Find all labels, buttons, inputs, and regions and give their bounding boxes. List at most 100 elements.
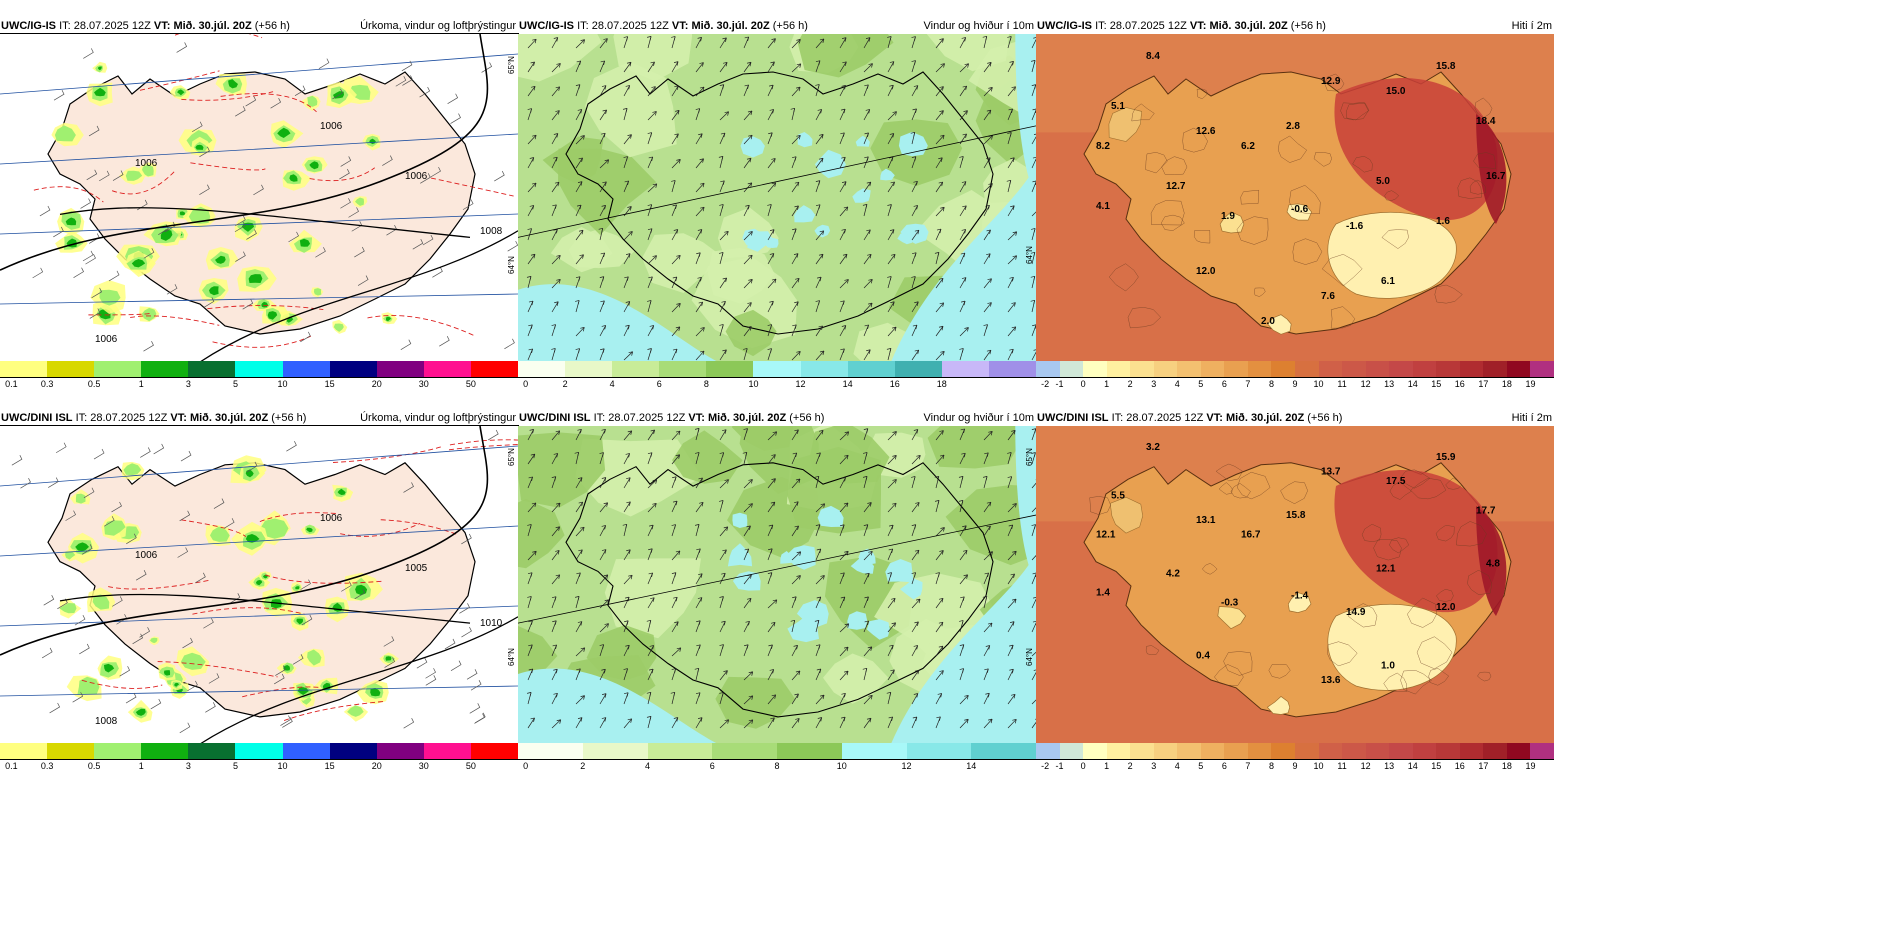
- wind-arrow: [527, 61, 535, 73]
- wind-arrow-head: [841, 325, 847, 330]
- colorbar-swatch: [518, 361, 566, 377]
- model-label: UWC/IG-IS: [519, 20, 574, 32]
- colorbar-tick-label: 11: [1337, 379, 1347, 389]
- wind-arrow-head: [864, 156, 869, 161]
- colorbar-tick-label: 19: [1525, 761, 1536, 771]
- gust-area: [518, 668, 718, 744]
- wind-arrow: [839, 431, 849, 441]
- wind-arrow: [599, 109, 607, 121]
- wind-arrow-head: [625, 644, 630, 650]
- isobar: [59, 207, 471, 239]
- wind-arrow: [719, 301, 726, 313]
- wind-arrow-head: [985, 645, 991, 650]
- colorbar-swatch: [1295, 361, 1319, 377]
- wind-arrow-head: [696, 548, 701, 553]
- wind-arrow: [935, 598, 944, 609]
- colorbar-swatch: [1318, 361, 1343, 377]
- init-time: 28.07.2025 12Z: [73, 20, 151, 32]
- wind-map: 65°N 64°N: [518, 426, 1036, 744]
- colorbar-swatch: [906, 743, 972, 759]
- isotherm: [1240, 189, 1260, 205]
- wind-arrow: [623, 574, 633, 585]
- temperature-contour: [265, 574, 383, 584]
- wind-arrow: [599, 38, 608, 49]
- temperature-label: 2.8: [1286, 121, 1300, 132]
- wind-barb: [53, 90, 65, 101]
- wind-arrow: [551, 430, 560, 441]
- wind-arrow: [575, 647, 585, 657]
- precip-area: [261, 301, 268, 308]
- wind-speed-area: [518, 34, 602, 82]
- wind-arrow: [695, 597, 703, 609]
- wind-arrow: [815, 717, 823, 729]
- temperature-label: 8.4: [1146, 51, 1160, 62]
- wind-arrow: [599, 429, 606, 441]
- wind-arrow-head: [916, 455, 921, 460]
- wind-arrow-head: [602, 109, 607, 115]
- isobar: [199, 616, 518, 744]
- wind-arrow-head: [841, 181, 847, 186]
- panel-temp-dini: UWC/DINI ISL IT: 28.07.2025 12Z VT: Mið.…: [1036, 410, 1555, 774]
- temp-colorbar: [1036, 361, 1555, 378]
- wind-arrow: [719, 573, 726, 585]
- colorbar-tick-label: 2: [562, 379, 568, 389]
- colorbar-tick-label: 18: [1501, 761, 1512, 771]
- wind-barb: [73, 267, 84, 278]
- cold-area: [1108, 107, 1143, 142]
- isotherm: [1456, 521, 1487, 547]
- model-label: UWC/DINI ISL: [1037, 412, 1109, 424]
- wind-barb: [208, 673, 220, 684]
- temperature-label: 3.2: [1146, 442, 1160, 453]
- wind-arrow-head: [911, 572, 916, 577]
- wind-arrow: [1031, 651, 1036, 657]
- wind-arrow-head: [580, 326, 585, 332]
- wind-arrow: [551, 301, 559, 313]
- wind-arrow: [983, 62, 992, 73]
- wind-arrow: [623, 430, 633, 441]
- wind-arrow-head: [648, 156, 654, 162]
- colorbar-tick-label: 18: [936, 379, 947, 389]
- wind-arrow-head: [1032, 572, 1036, 577]
- wind-arrow: [815, 575, 825, 585]
- wind-arrow-head: [840, 524, 845, 529]
- wind-arrow-head: [576, 668, 581, 673]
- isotherm: [1108, 263, 1139, 292]
- wind-arrow-head: [744, 548, 749, 554]
- wind-arrow-head: [722, 37, 727, 42]
- panel-title: Hiti í 2m: [1511, 412, 1552, 424]
- wind-arrow-head: [532, 134, 537, 140]
- wind-arrow: [839, 181, 847, 193]
- wind-barb: [20, 478, 31, 489]
- wind-arrow: [767, 278, 777, 289]
- wind-arrow-head: [602, 181, 607, 186]
- wind-arrow-head: [864, 84, 869, 89]
- wind-barb: [430, 166, 441, 178]
- wind-barb: [395, 76, 407, 87]
- wind-arrow-head: [796, 551, 802, 556]
- wind-arrow-head: [651, 86, 656, 91]
- isotherm: [1477, 671, 1492, 682]
- temperature-label: 8.2: [1096, 141, 1110, 152]
- wind-speed-area: [642, 233, 725, 293]
- wind-arrow-head: [699, 158, 704, 163]
- precip-map: 1006 1006 1006 1006 1008 65°N 64°N: [0, 33, 519, 363]
- wind-arrow-head: [676, 647, 682, 652]
- wind-arrow-head: [815, 300, 820, 305]
- wind-arrow-head: [841, 85, 846, 90]
- wind-barb: [466, 669, 478, 680]
- wind-arrow: [815, 254, 824, 265]
- wind-arrow-head: [938, 325, 944, 331]
- wind-barb: [150, 698, 162, 710]
- wind-arrow-head: [623, 36, 629, 41]
- precip-area: [104, 520, 126, 536]
- wind-arrow-head: [1033, 669, 1036, 671]
- wind-barb: [139, 627, 151, 638]
- wind-arrow-head: [892, 326, 897, 332]
- isotherm: [1407, 597, 1437, 628]
- colorbar-swatch: [518, 743, 583, 759]
- wind-arrow: [791, 429, 799, 441]
- colorbar-swatch: [188, 361, 236, 377]
- gust-area: [787, 615, 819, 643]
- wind-arrow: [551, 453, 559, 465]
- isotherm: [1436, 588, 1454, 602]
